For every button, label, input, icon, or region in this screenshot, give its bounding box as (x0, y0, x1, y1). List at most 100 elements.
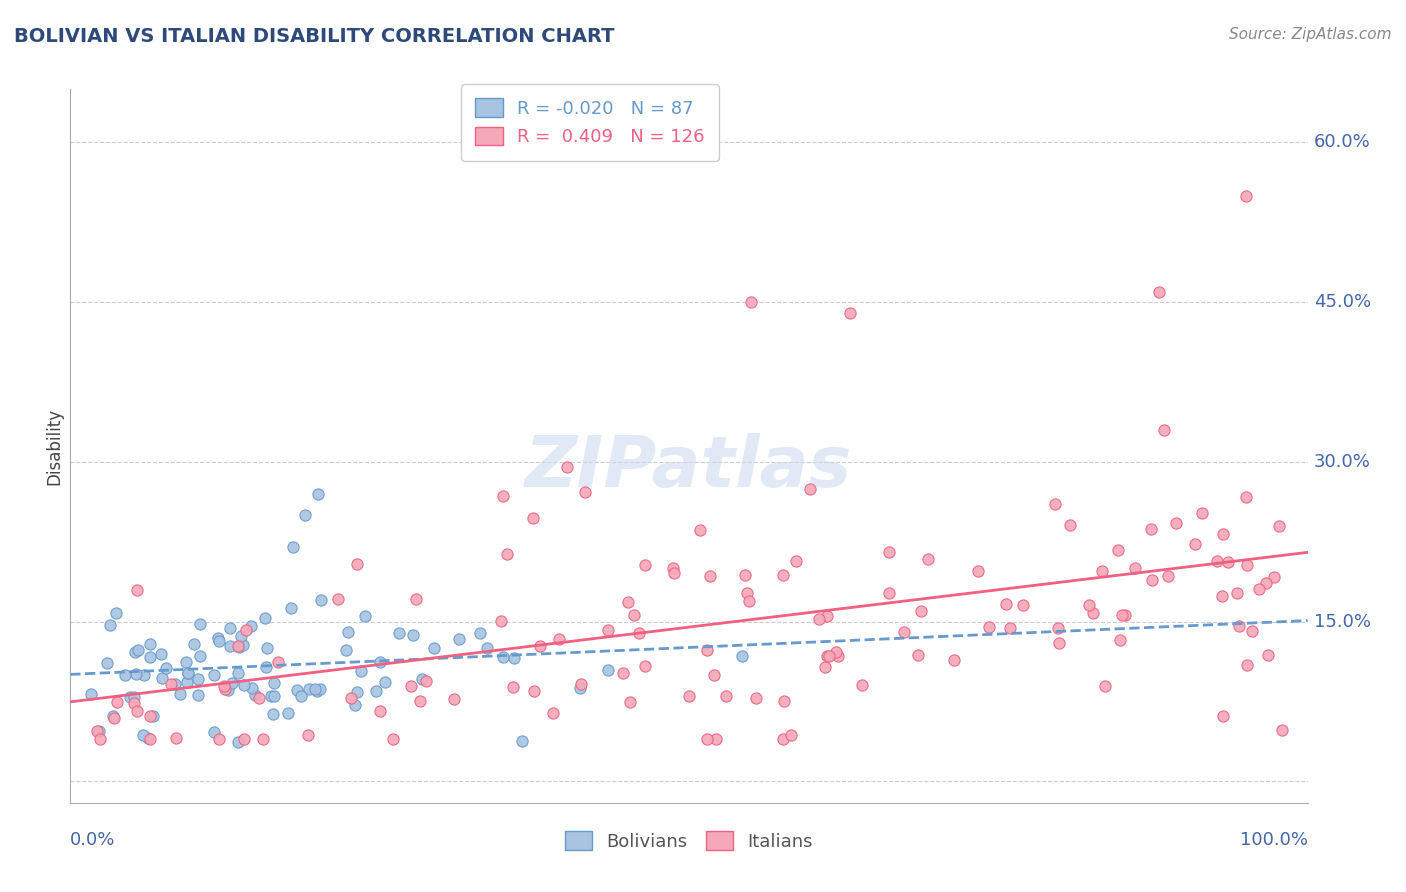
Point (696, 643, 718, 657)
Point (1140, 522, 1163, 536)
Point (309, 593, 332, 607)
Point (423, 640, 446, 655)
Point (994, 598, 1017, 612)
Text: ZIPatlas: ZIPatlas (526, 433, 852, 502)
Point (229, 629, 252, 643)
Text: 0.0%: 0.0% (70, 831, 115, 849)
Point (815, 649, 838, 664)
Point (188, 649, 211, 664)
Point (910, 604, 932, 618)
Text: 15.0%: 15.0% (1313, 613, 1371, 631)
Point (381, 731, 404, 746)
Point (838, 306, 860, 320)
Point (98, 617, 121, 632)
Point (1212, 527, 1234, 541)
Point (169, 687, 191, 701)
Point (304, 681, 326, 696)
Point (1256, 576, 1278, 591)
Point (1236, 558, 1258, 573)
Point (202, 724, 225, 739)
Point (1236, 658, 1258, 673)
Point (1094, 679, 1116, 693)
Point (247, 691, 270, 706)
Point (634, 558, 657, 573)
Point (186, 672, 208, 686)
Point (86, 723, 108, 738)
Point (1271, 723, 1294, 737)
Point (150, 671, 173, 685)
Point (779, 728, 801, 742)
Point (555, 460, 578, 475)
Point (704, 731, 727, 746)
Point (623, 608, 645, 623)
Point (149, 647, 172, 661)
Point (233, 677, 256, 691)
Point (285, 683, 308, 698)
Point (1047, 621, 1070, 635)
Point (619, 695, 641, 709)
Text: 60.0%: 60.0% (1313, 134, 1371, 152)
Point (346, 685, 368, 699)
Point (343, 698, 366, 713)
Point (277, 706, 299, 721)
Point (1164, 516, 1187, 530)
Point (163, 677, 186, 691)
Point (877, 544, 900, 558)
Point (1257, 648, 1279, 662)
Text: 45.0%: 45.0% (1313, 293, 1371, 311)
Point (80, 687, 103, 701)
Point (132, 728, 155, 742)
Point (502, 651, 524, 665)
Point (104, 606, 127, 620)
Point (139, 708, 162, 723)
Point (662, 566, 685, 581)
Point (734, 568, 756, 582)
Point (495, 547, 517, 561)
Point (1247, 582, 1270, 597)
Point (1226, 586, 1249, 600)
Point (617, 595, 640, 609)
Point (1268, 519, 1291, 533)
Point (977, 620, 1000, 634)
Point (232, 638, 254, 652)
Point (1157, 569, 1180, 583)
Point (235, 623, 257, 637)
Point (370, 655, 392, 669)
Point (1212, 709, 1234, 723)
Point (662, 561, 685, 575)
Point (388, 626, 411, 640)
Point (1111, 607, 1133, 622)
Point (1216, 555, 1239, 569)
Point (226, 665, 249, 680)
Point (678, 690, 700, 704)
Point (772, 567, 794, 582)
Point (217, 682, 239, 697)
Point (262, 706, 284, 721)
Point (737, 586, 759, 600)
Point (240, 681, 263, 695)
Point (202, 668, 225, 682)
Point (1091, 564, 1114, 578)
Point (773, 694, 796, 708)
Point (405, 592, 427, 607)
Point (998, 621, 1021, 635)
Point (252, 731, 274, 746)
Point (468, 625, 491, 640)
Point (177, 665, 200, 680)
Point (254, 659, 277, 673)
Point (1107, 542, 1129, 557)
Point (281, 540, 304, 554)
Point (1227, 619, 1250, 633)
Point (1147, 285, 1170, 299)
Point (1184, 537, 1206, 551)
Text: BOLIVIAN VS ITALIAN DISABILITY CORRELATION CHART: BOLIVIAN VS ITALIAN DISABILITY CORRELATI… (14, 27, 614, 45)
Point (851, 677, 873, 691)
Point (232, 731, 254, 746)
Point (364, 683, 387, 698)
Point (547, 632, 569, 646)
Point (1234, 490, 1257, 504)
Point (218, 639, 240, 653)
Point (815, 609, 838, 624)
Point (127, 704, 149, 718)
Point (165, 731, 187, 746)
